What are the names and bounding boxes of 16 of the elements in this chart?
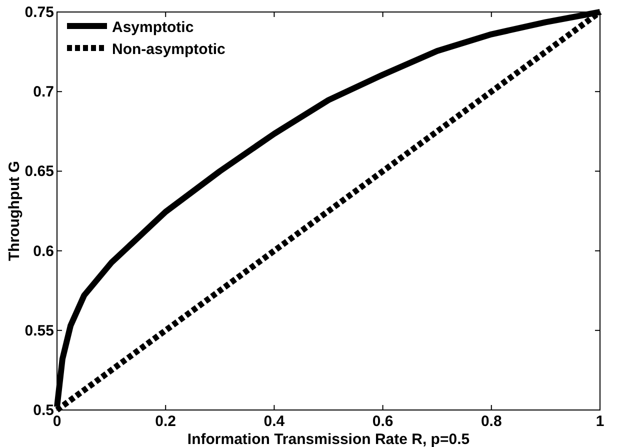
- x-tick-label: 0.4: [264, 413, 286, 430]
- y-tick-label: 0.65: [24, 163, 54, 180]
- y-tick-label: 0.6: [33, 242, 54, 260]
- y-tick-label: 0.55: [24, 322, 54, 340]
- legend-label: Non-asymptotic: [112, 41, 226, 58]
- x-tick-label: 0.2: [155, 413, 176, 430]
- x-tick-label: 0.6: [372, 413, 394, 430]
- y-tick-label: 0.75: [24, 4, 54, 21]
- x-axis-title: Information Transmission Rate R, p=0.5: [187, 431, 470, 447]
- x-tick-label: 0.8: [480, 413, 502, 430]
- y-tick-label: 0.7: [33, 84, 54, 101]
- x-tick-label: 1: [596, 413, 604, 430]
- y-axis-title: Throughput G: [6, 161, 23, 261]
- y-tick-label: 0.5: [33, 402, 54, 419]
- x-tick-label: 0: [52, 413, 62, 430]
- legend-label: Asymptotic: [112, 19, 194, 36]
